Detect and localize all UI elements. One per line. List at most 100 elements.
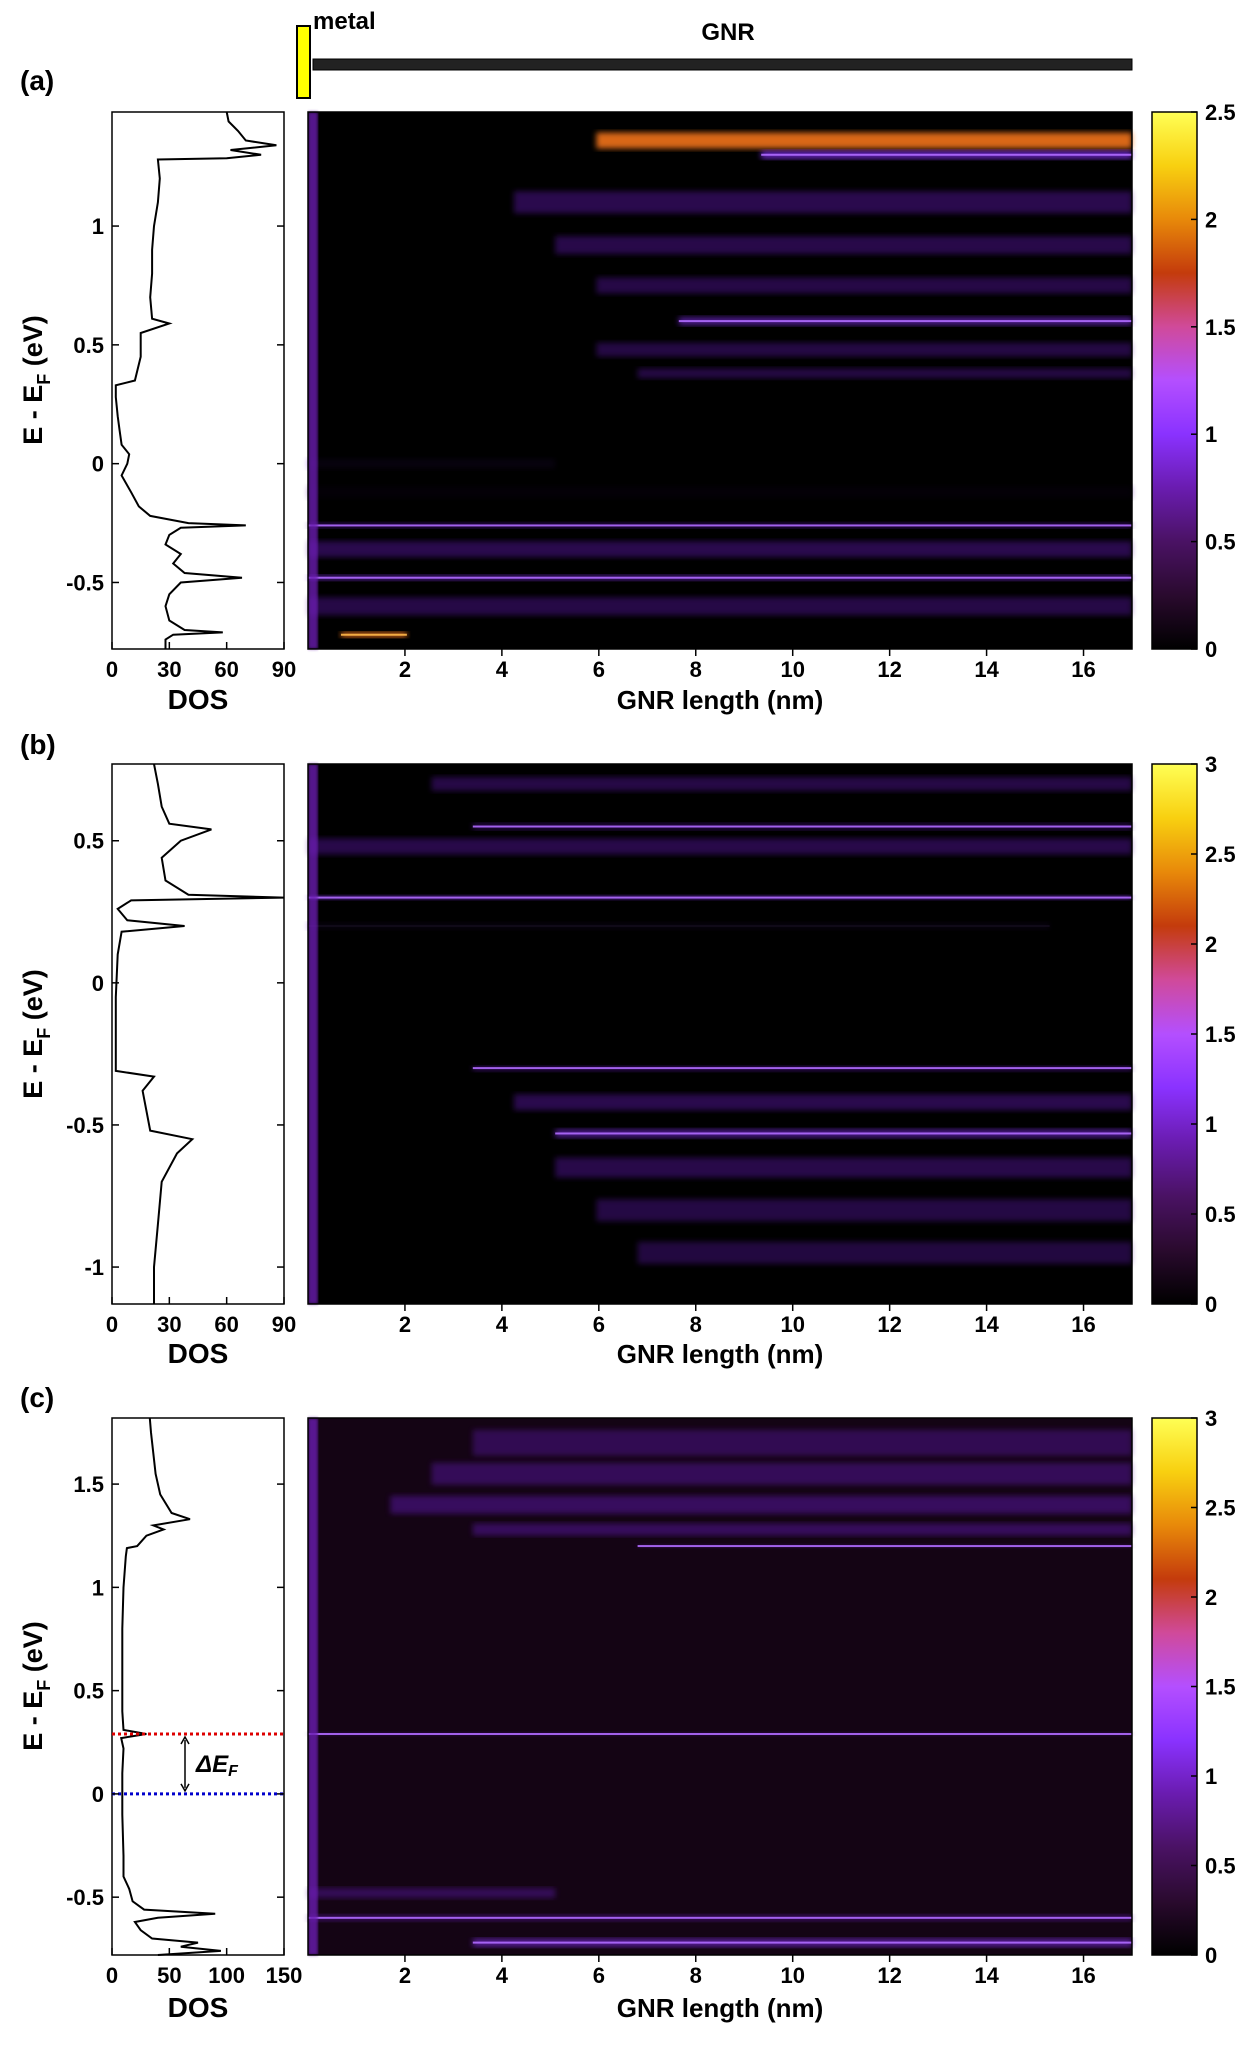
colorbar-tick-label: 2.5 (1205, 100, 1236, 125)
ldos-band (308, 597, 1132, 616)
panel-label: (c) (20, 1382, 54, 1413)
band-gap-region (308, 382, 1132, 521)
ldos-band (596, 1199, 1132, 1222)
arrow-head-down (180, 1783, 190, 1793)
colorbar-tick-label: 1.5 (1205, 315, 1236, 340)
colorbar-tick-label: 1 (1205, 422, 1217, 447)
x-tick-label: 16 (1071, 657, 1095, 682)
map-frame (307, 111, 1133, 650)
delta-ef-arrow (180, 1735, 190, 1793)
dos-frame (111, 763, 285, 1305)
colorbar-tick-label: 1.5 (1205, 1675, 1236, 1700)
x-tick-label: 4 (496, 1312, 509, 1337)
ldos-band-core (637, 1545, 1132, 1548)
ldos-band-core (472, 825, 1132, 828)
ldos-band (637, 1241, 1132, 1264)
colorbar-tick-label: 0.5 (1205, 1202, 1236, 1227)
x-tick-label: 4 (496, 1963, 509, 1988)
ldos-band-core (678, 320, 1132, 323)
dos-curve (119, 1417, 222, 1956)
colorbar-tick-label: 2.5 (1205, 842, 1236, 867)
map-x-ticks: 2 4 6 8 10 12 14 16 (399, 649, 1096, 682)
dos-y-ticks: -1 -0.5 0 0.5 (66, 829, 284, 1280)
dos-y-ticks: -0.5 0 0.5 1 (66, 214, 284, 595)
x-tick-label: 90 (272, 1312, 296, 1337)
y-tick-label: 0.5 (73, 333, 104, 358)
y-tick-label: 0 (92, 452, 104, 477)
x-tick-label: 10 (780, 1963, 804, 1988)
dos-plot: -1 -0.5 0 0.5 0 30 60 90 DOS E - EF (eV) (18, 763, 296, 1369)
gnr-label: GNR (701, 19, 754, 46)
ldos-map: 2 4 6 8 10 12 14 16 GNR length (nm) (307, 1417, 1133, 2023)
map-bands (308, 1418, 1133, 1955)
energy-axis-label: E - EF (eV) (18, 969, 54, 1099)
gnr-ribbon (312, 58, 1133, 71)
ldos-band (555, 1157, 1132, 1178)
x-tick-label: 150 (266, 1963, 303, 1988)
ldos-band (514, 1094, 1132, 1111)
ldos-band-core (472, 1941, 1132, 1944)
x-tick-label: 10 (780, 657, 804, 682)
colorbar-tick-label: 0.5 (1205, 530, 1236, 555)
x-tick-label: 100 (208, 1963, 245, 1988)
panel-label: (a) (20, 65, 54, 96)
ldos-band (596, 277, 1132, 294)
x-tick-label: 16 (1071, 1963, 1095, 1988)
dos-y-ticks: -0.5 0 0.5 1 1.5 (66, 1472, 284, 1910)
map-x-label: GNR length (nm) (617, 685, 824, 715)
ldos-band (308, 838, 1132, 855)
ldos-band-core (761, 153, 1132, 156)
ldos-map: 2 4 6 8 10 12 14 16 GNR length (nm) (307, 111, 1133, 715)
x-tick-label: 2 (399, 1963, 411, 1988)
colorbar-tick-label: 2.5 (1205, 1496, 1236, 1521)
x-tick-label: 6 (593, 657, 605, 682)
x-tick-label: 2 (399, 1312, 411, 1337)
ldos-band-core (340, 633, 407, 636)
panel-label: (b) (20, 729, 56, 760)
ldos-band (390, 1495, 1132, 1514)
x-tick-label: 0 (106, 657, 118, 682)
map-x-ticks: 2 4 6 8 10 12 14 16 (399, 1304, 1096, 1337)
x-tick-label: 8 (690, 1312, 702, 1337)
ldos-band-core (308, 576, 1132, 579)
dos-curve (114, 763, 285, 1304)
colorbar-ticks: 0 0.5 1 1.5 2 2.5 3 (1191, 752, 1236, 1317)
band-gap-region (308, 903, 1132, 1066)
ldos-band (514, 191, 1132, 214)
ldos-band (472, 1429, 1132, 1456)
arrow-head-up (180, 1735, 190, 1745)
colorbar-gradient (1151, 1417, 1198, 1956)
dos-frame (111, 111, 285, 650)
ldos-band-core (308, 1916, 1132, 1919)
colorbar-tick-label: 1.5 (1205, 1022, 1236, 1047)
y-tick-label: 0.5 (73, 829, 104, 854)
x-tick-label: 2 (399, 657, 411, 682)
dos-plot: -0.5 0 0.5 1 0 30 60 90 DOS E - EF (eV) (18, 111, 296, 715)
ldos-band (431, 776, 1133, 791)
colorbar-tick-label: 0 (1205, 1292, 1217, 1317)
ldos-band-core (308, 524, 1132, 527)
map-frame (307, 763, 1133, 1305)
x-tick-label: 12 (877, 657, 901, 682)
x-tick-label: 16 (1071, 1312, 1095, 1337)
y-tick-label: -0.5 (66, 1885, 104, 1910)
colorbar-tick-label: 2 (1205, 932, 1217, 957)
colorbar: 0 0.5 1 1.5 2 2.5 (1151, 100, 1236, 662)
y-tick-label: 0.5 (73, 1679, 104, 1704)
energy-axis-label: E - EF (eV) (18, 1621, 54, 1751)
colorbar-gradient (1151, 763, 1198, 1305)
dos-x-label: DOS (168, 684, 229, 715)
x-tick-label: 14 (974, 1312, 999, 1337)
x-tick-label: 12 (877, 1963, 901, 1988)
x-tick-label: 90 (272, 657, 296, 682)
ldos-band (472, 1523, 1132, 1536)
x-tick-label: 10 (780, 1312, 804, 1337)
colorbar-ticks: 0 0.5 1 1.5 2 2.5 3 (1191, 1406, 1236, 1968)
colorbar-tick-label: 0 (1205, 637, 1217, 662)
x-tick-label: 30 (157, 1312, 181, 1337)
y-tick-label: 1 (92, 1575, 104, 1600)
ldos-map: 2 4 6 8 10 12 14 16 GNR length (nm) (307, 763, 1133, 1369)
dos-x-label: DOS (168, 1992, 229, 2023)
contact-edge-glow (308, 764, 318, 1304)
y-tick-label: 1 (92, 214, 104, 239)
